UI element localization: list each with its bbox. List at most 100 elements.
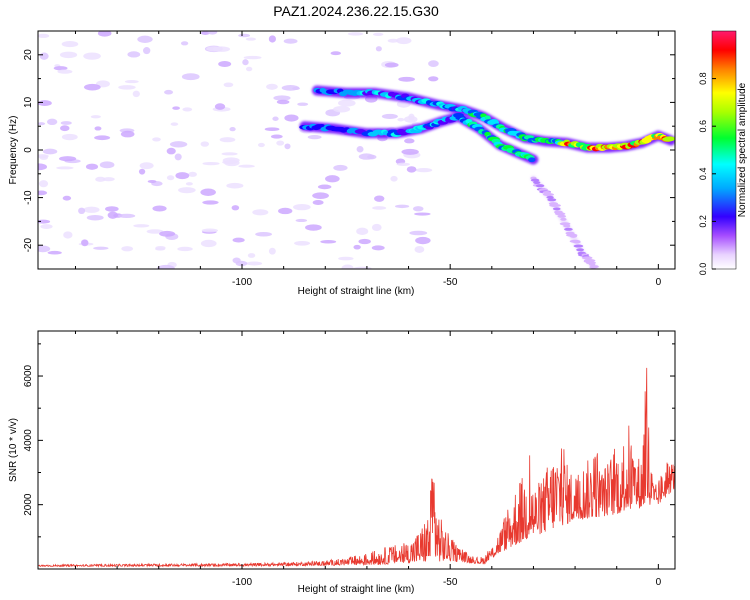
noise-blob bbox=[414, 245, 425, 253]
ridge-blob bbox=[535, 184, 545, 188]
noise-blob bbox=[46, 118, 58, 126]
noise-blob bbox=[172, 106, 180, 110]
noise-blob bbox=[185, 182, 193, 186]
noise-blob bbox=[152, 205, 167, 212]
noise-blob bbox=[341, 264, 354, 269]
spectrogram-x-ticks: -100 -50 0 bbox=[74, 31, 662, 288]
noise-blob bbox=[85, 163, 99, 170]
noise-blob bbox=[57, 69, 73, 74]
noise-blob bbox=[133, 224, 150, 228]
noise-blob bbox=[312, 200, 324, 205]
noise-blob bbox=[95, 176, 106, 182]
noise-blob bbox=[61, 40, 79, 48]
noise-blob bbox=[201, 228, 219, 233]
x-tick-label: -100 bbox=[232, 577, 252, 588]
noise-blob bbox=[396, 37, 412, 45]
noise-blob bbox=[83, 83, 101, 91]
noise-blob bbox=[83, 52, 101, 60]
x-tick-label: -100 bbox=[232, 277, 252, 288]
ridge-blob bbox=[564, 227, 573, 231]
noise-blob bbox=[223, 82, 234, 88]
colorbar-tick-label: 0.8 bbox=[698, 72, 708, 85]
noise-blob bbox=[292, 86, 300, 91]
noise-blob bbox=[397, 117, 405, 122]
noise-blob bbox=[97, 31, 112, 37]
y-tick-label: 10 bbox=[23, 96, 34, 108]
spectrogram-y-ticks: -20 -10 0 10 20 bbox=[23, 30, 675, 270]
noise-blob bbox=[40, 224, 53, 229]
noise-blob bbox=[330, 51, 342, 56]
noise-blob bbox=[180, 41, 189, 46]
noise-blob bbox=[284, 143, 291, 150]
noise-blob bbox=[38, 163, 48, 171]
noise-blob bbox=[38, 100, 52, 107]
noise-blob bbox=[371, 223, 382, 232]
noise-blob bbox=[284, 114, 299, 122]
noise-blob bbox=[229, 127, 236, 132]
noise-blob bbox=[127, 51, 141, 58]
noise-blob bbox=[243, 55, 262, 60]
noise-blob bbox=[202, 200, 219, 205]
noise-blob bbox=[86, 214, 104, 221]
noise-blob bbox=[182, 107, 193, 112]
ridge-blob bbox=[590, 265, 599, 269]
noise-blob bbox=[175, 172, 190, 180]
noise-blob bbox=[246, 66, 253, 72]
noise-blob bbox=[83, 206, 100, 213]
figure-title: PAZ1.2024.236.22.15.G30 bbox=[273, 3, 439, 19]
noise-blob bbox=[268, 247, 276, 255]
noise-blob bbox=[333, 164, 348, 171]
noise-blob bbox=[255, 232, 272, 237]
noise-blob bbox=[312, 192, 329, 199]
noise-blob bbox=[147, 179, 157, 183]
noise-blob bbox=[121, 246, 134, 252]
noise-blob bbox=[294, 240, 311, 246]
noise-blob bbox=[242, 59, 249, 66]
noise-blob bbox=[61, 133, 78, 141]
noise-blob bbox=[99, 161, 115, 169]
noise-blob bbox=[164, 89, 174, 95]
ridge-blob bbox=[569, 234, 578, 238]
noise-blob bbox=[206, 46, 222, 52]
colorbar-ticks: 0.0 0.2 0.4 0.6 0.8 bbox=[698, 72, 716, 275]
noise-blob bbox=[358, 238, 371, 245]
ridge-blob bbox=[552, 207, 561, 211]
noise-blob bbox=[214, 103, 226, 110]
snr-series-line bbox=[38, 367, 675, 568]
ridge-blob bbox=[583, 258, 596, 262]
noise-blob bbox=[94, 126, 102, 131]
x-tick-label: 0 bbox=[656, 277, 662, 288]
noise-blob bbox=[221, 152, 238, 156]
noise-blob bbox=[246, 261, 263, 266]
spectrogram-y-label: Frequency (Hz) bbox=[8, 116, 19, 185]
noise-blob bbox=[238, 164, 255, 168]
snr-background bbox=[38, 331, 675, 569]
noise-blob bbox=[181, 73, 200, 81]
noise-blob bbox=[155, 245, 166, 250]
noise-blob bbox=[124, 79, 139, 84]
noise-blob bbox=[207, 31, 218, 35]
noise-blob bbox=[117, 213, 136, 218]
noise-blob bbox=[305, 224, 322, 231]
noise-blob bbox=[38, 33, 50, 38]
noise-blob bbox=[387, 38, 399, 43]
noise-blob bbox=[232, 237, 245, 243]
noise-blob bbox=[406, 166, 417, 173]
noise-blob bbox=[428, 76, 439, 82]
noise-blob bbox=[93, 246, 109, 250]
noise-blob bbox=[338, 256, 354, 261]
colorbar-gradient bbox=[711, 30, 737, 270]
x-tick-label: -50 bbox=[443, 577, 458, 588]
colorbar-tick-label: 0.4 bbox=[698, 168, 708, 181]
noise-blob bbox=[266, 83, 278, 90]
noise-blob bbox=[356, 146, 364, 153]
noise-blob bbox=[39, 155, 48, 160]
snr-x-ticks: -100 -50 0 bbox=[74, 331, 662, 588]
noise-blob bbox=[118, 85, 136, 90]
noise-blob bbox=[307, 134, 322, 140]
noise-blob bbox=[235, 260, 248, 267]
noise-blob bbox=[372, 206, 387, 210]
noise-blob bbox=[224, 159, 240, 167]
ridge-blob bbox=[560, 217, 567, 221]
noise-blob bbox=[78, 207, 86, 215]
